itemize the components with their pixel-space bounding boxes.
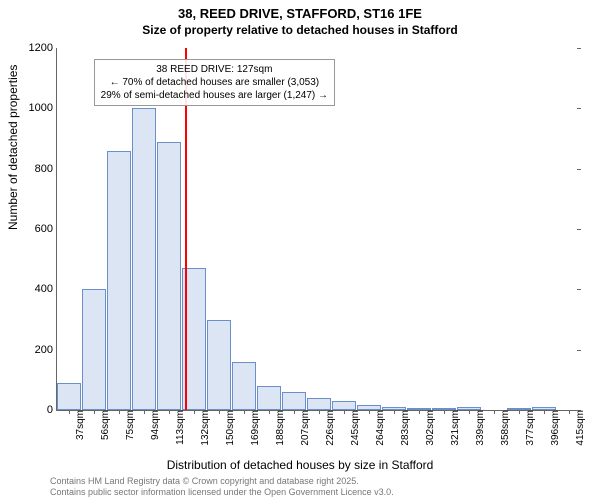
- x-tick-label: 188sqm: [272, 410, 286, 446]
- chart-container: 38, REED DRIVE, STAFFORD, ST16 1FE Size …: [0, 0, 600, 500]
- x-tick-label: 113sqm: [172, 410, 186, 445]
- x-tick-label: 169sqm: [247, 410, 261, 446]
- chart-title: 38, REED DRIVE, STAFFORD, ST16 1FE: [0, 0, 600, 23]
- x-tick-label: 207sqm: [297, 410, 311, 446]
- y-axis-label: Number of detached properties: [6, 65, 20, 230]
- x-tick-mark: [394, 410, 395, 414]
- x-tick-label: 245sqm: [347, 410, 361, 446]
- y-tick-label: 1200: [29, 42, 57, 54]
- histogram-bar: [257, 386, 281, 410]
- y-tick-mark: [577, 48, 581, 49]
- y-tick-label: 0: [47, 404, 57, 416]
- x-tick-mark: [194, 410, 195, 414]
- y-tick-label: 600: [35, 223, 57, 235]
- x-tick-label: 75sqm: [122, 410, 136, 440]
- y-tick-mark: [577, 229, 581, 230]
- x-tick-mark: [369, 410, 370, 414]
- x-tick-label: 56sqm: [97, 410, 111, 440]
- y-tick-mark: [577, 289, 581, 290]
- x-tick-label: 37sqm: [72, 410, 86, 440]
- histogram-bar: [232, 362, 256, 410]
- x-tick-label: 302sqm: [422, 410, 436, 446]
- plot-area: 02004006008001000120037sqm56sqm75sqm94sq…: [56, 48, 581, 411]
- histogram-bar: [157, 142, 181, 410]
- histogram-bar: [207, 320, 231, 411]
- x-tick-mark: [119, 410, 120, 414]
- footer-line-2: Contains public sector information licen…: [50, 487, 590, 498]
- annotation-line: 38 REED DRIVE: 127sqm: [101, 63, 328, 76]
- annotation-line: 29% of semi-detached houses are larger (…: [101, 89, 328, 102]
- annotation-line: ← 70% of detached houses are smaller (3,…: [101, 76, 328, 89]
- chart-subtitle: Size of property relative to detached ho…: [0, 23, 600, 39]
- y-tick-label: 1000: [29, 102, 57, 114]
- x-tick-label: 264sqm: [372, 410, 386, 446]
- x-tick-label: 150sqm: [222, 410, 236, 446]
- x-tick-label: 94sqm: [147, 410, 161, 440]
- x-tick-label: 377sqm: [522, 410, 536, 446]
- x-tick-mark: [94, 410, 95, 414]
- histogram-bar: [332, 401, 356, 410]
- y-tick-label: 800: [35, 163, 57, 175]
- y-tick-label: 200: [35, 344, 57, 356]
- x-tick-mark: [344, 410, 345, 414]
- x-tick-label: 415sqm: [572, 410, 586, 446]
- x-tick-mark: [569, 410, 570, 414]
- histogram-bar: [57, 383, 81, 410]
- y-tick-mark: [577, 350, 581, 351]
- histogram-bar: [132, 108, 156, 410]
- x-tick-mark: [544, 410, 545, 414]
- histogram-bar: [107, 151, 131, 410]
- x-axis-label: Distribution of detached houses by size …: [0, 458, 600, 472]
- histogram-bar: [282, 392, 306, 410]
- x-tick-mark: [219, 410, 220, 414]
- x-tick-label: 396sqm: [547, 410, 561, 446]
- x-tick-mark: [144, 410, 145, 414]
- x-tick-mark: [269, 410, 270, 414]
- histogram-bar: [307, 398, 331, 410]
- annotation-box: 38 REED DRIVE: 127sqm← 70% of detached h…: [94, 59, 335, 106]
- x-tick-mark: [244, 410, 245, 414]
- x-tick-mark: [319, 410, 320, 414]
- x-tick-label: 226sqm: [322, 410, 336, 446]
- footer-attribution: Contains HM Land Registry data © Crown c…: [50, 476, 590, 498]
- x-tick-label: 321sqm: [447, 410, 461, 446]
- y-tick-mark: [577, 108, 581, 109]
- histogram-bar: [82, 289, 106, 410]
- footer-line-1: Contains HM Land Registry data © Crown c…: [50, 476, 590, 487]
- x-tick-mark: [419, 410, 420, 414]
- x-tick-mark: [469, 410, 470, 414]
- x-tick-label: 339sqm: [472, 410, 486, 446]
- x-tick-mark: [494, 410, 495, 414]
- x-tick-mark: [69, 410, 70, 414]
- x-tick-mark: [444, 410, 445, 414]
- x-tick-mark: [519, 410, 520, 414]
- y-tick-label: 400: [35, 283, 57, 295]
- x-tick-mark: [294, 410, 295, 414]
- x-tick-label: 132sqm: [197, 410, 211, 446]
- x-tick-label: 283sqm: [397, 410, 411, 446]
- x-tick-label: 358sqm: [497, 410, 511, 446]
- x-tick-mark: [169, 410, 170, 414]
- y-tick-mark: [577, 169, 581, 170]
